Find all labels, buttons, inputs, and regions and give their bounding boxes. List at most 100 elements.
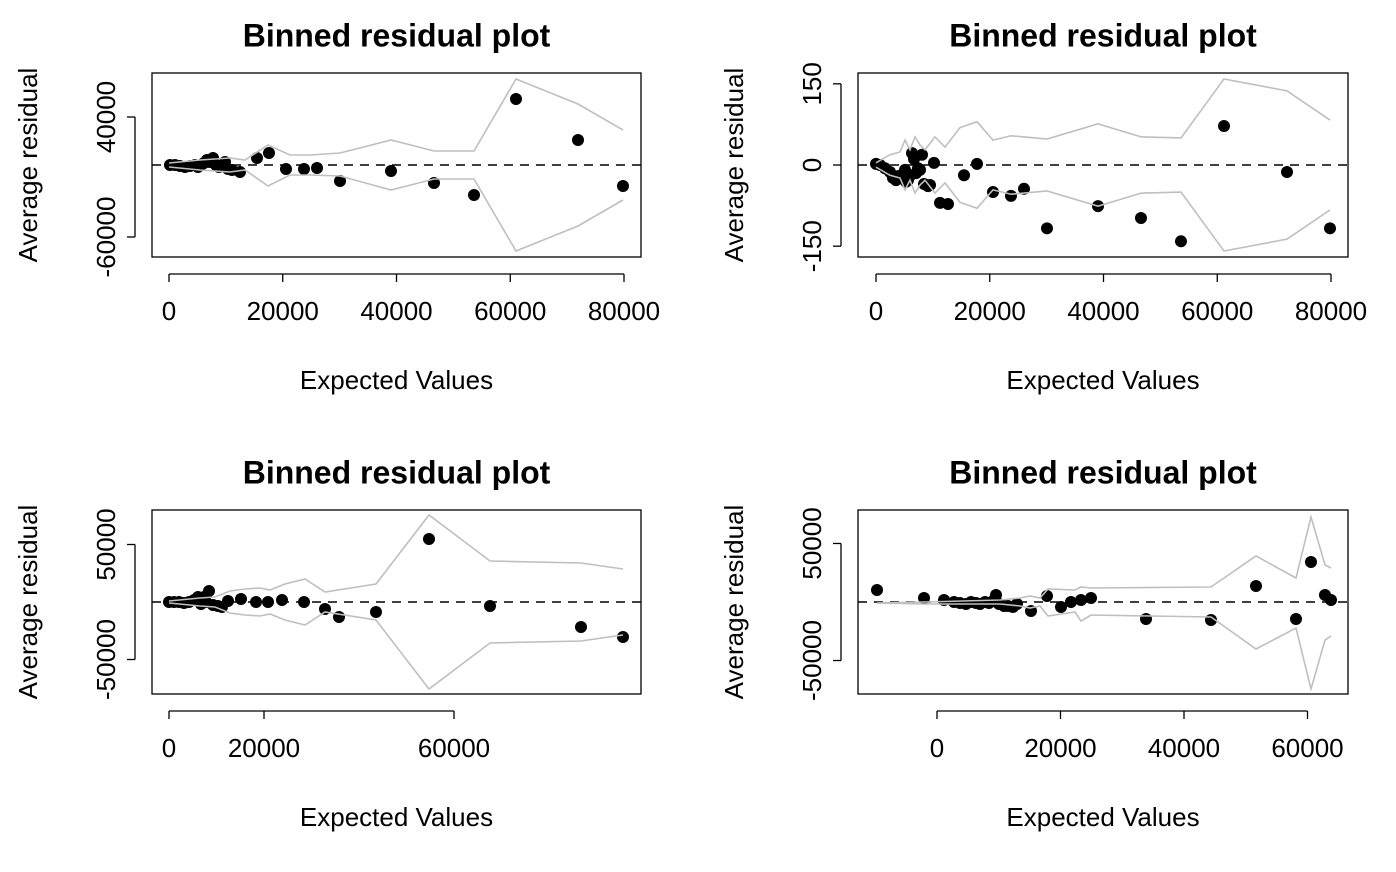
y-tick-label: 50000 [797, 507, 827, 579]
y-tick-label: -50000 [797, 620, 827, 701]
x-tick-label: 20000 [954, 296, 1026, 326]
residual-point [275, 594, 288, 607]
residual-point [1055, 601, 1068, 614]
y-tick-label: -60000 [91, 197, 121, 278]
x-tick-label: 0 [869, 296, 883, 326]
residual-point [1010, 598, 1023, 611]
x-tick-label: 20000 [1024, 733, 1096, 763]
x-tick-label: 60000 [1181, 296, 1253, 326]
residual-point [467, 188, 480, 201]
residual-point [251, 152, 264, 165]
x-tick-label: 60000 [474, 296, 546, 326]
residual-point [222, 594, 235, 607]
y-tick-label: 50000 [91, 508, 121, 580]
residual-point [1064, 596, 1077, 608]
y-axis-label: Average residual [719, 68, 749, 263]
x-axis-label: Expected Values [300, 365, 493, 395]
residual-point [510, 93, 523, 106]
residual-point [970, 157, 983, 170]
residual-point [1134, 212, 1147, 225]
residual-point [1281, 166, 1294, 179]
x-tick-label: 40000 [1148, 733, 1220, 763]
y-tick-label: 150 [797, 62, 827, 105]
residual-point [1174, 235, 1187, 248]
residual-point [1304, 555, 1317, 568]
bound-line [168, 513, 624, 602]
residual-point [913, 163, 926, 176]
residual-point [1290, 613, 1303, 626]
residual-point [1218, 120, 1231, 133]
x-tick-label: 60000 [418, 733, 490, 763]
panel-title: Binned residual plot [949, 454, 1257, 490]
residual-point [871, 583, 884, 596]
x-axis-label: Expected Values [1006, 365, 1199, 395]
bound-line [168, 602, 624, 691]
residual-point [958, 169, 971, 182]
x-tick-label: 60000 [1271, 733, 1343, 763]
residual-point [986, 186, 999, 199]
residual-point [1139, 613, 1152, 626]
y-axis-label: Average residual [13, 505, 43, 700]
residual-point [928, 156, 941, 169]
residual-point [298, 596, 311, 608]
residual-point [1323, 222, 1336, 235]
x-tick-label: 0 [162, 296, 176, 326]
y-tick-label: -50000 [91, 619, 121, 700]
residual-point [297, 162, 310, 175]
x-tick-label: 20000 [228, 733, 300, 763]
bound-line [875, 166, 1331, 252]
y-tick-label: -150 [797, 220, 827, 272]
residual-point [617, 631, 630, 644]
x-tick-label: 20000 [247, 296, 319, 326]
bound-line [876, 602, 1332, 693]
residual-point [279, 162, 292, 175]
residual-point [484, 599, 497, 612]
residual-point [370, 606, 383, 619]
x-tick-label: 0 [162, 733, 176, 763]
bound-line [168, 166, 624, 253]
residual-point [1041, 222, 1054, 235]
residual-point [234, 165, 247, 178]
residual-point [918, 591, 931, 604]
bound-line [876, 513, 1332, 604]
residual-point [938, 593, 951, 606]
residual-point [575, 620, 588, 633]
residual-point [571, 134, 584, 147]
panel-title: Binned residual plot [243, 17, 551, 53]
panel-title: Binned residual plot [949, 17, 1257, 53]
residual-point [1004, 189, 1017, 202]
y-tick-label: 40000 [91, 81, 121, 153]
x-tick-label: 40000 [1067, 296, 1139, 326]
residual-point [311, 161, 324, 174]
bound-line [875, 78, 1331, 164]
residual-point [1018, 182, 1031, 195]
residual-point [990, 588, 1003, 601]
y-tick-label: 0 [797, 158, 827, 172]
residual-point [1249, 579, 1262, 592]
x-tick-label: 80000 [588, 296, 660, 326]
panel-title: Binned residual plot [243, 454, 551, 490]
residual-point [235, 592, 248, 605]
residual-point [262, 596, 275, 608]
residual-point [334, 174, 347, 187]
residual-point [203, 585, 216, 598]
residual-point [1084, 591, 1097, 604]
residual-point [616, 179, 629, 192]
y-axis-label: Average residual [719, 505, 749, 700]
residual-point [1325, 593, 1338, 606]
y-axis-label: Average residual [13, 68, 43, 263]
residual-point [262, 147, 275, 160]
x-axis-label: Expected Values [1006, 802, 1199, 832]
x-tick-label: 80000 [1295, 296, 1367, 326]
x-tick-label: 40000 [360, 296, 432, 326]
x-axis-label: Expected Values [300, 802, 493, 832]
residual-point [916, 148, 929, 161]
residual-point [423, 532, 436, 545]
residual-point [250, 596, 263, 608]
residual-point [385, 164, 398, 177]
residual-point [1075, 593, 1088, 606]
bound-line [168, 77, 624, 164]
residual-point [941, 197, 954, 210]
x-tick-label: 0 [930, 733, 944, 763]
